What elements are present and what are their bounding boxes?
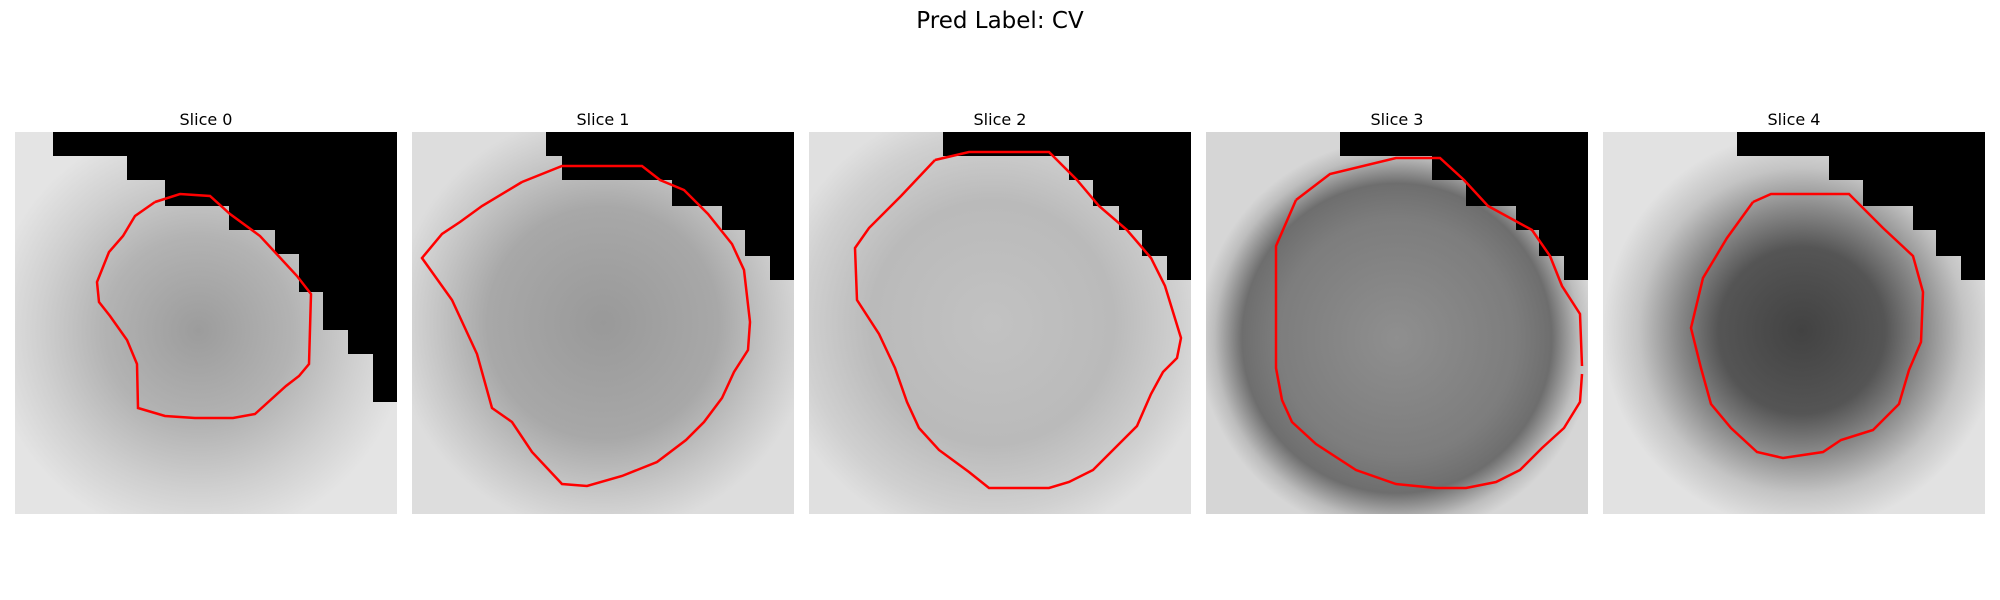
contour-line-3b (1274, 199, 1584, 490)
contour-line-3 (1295, 156, 1584, 367)
slice-image-2 (809, 132, 1191, 514)
slice-panel-2: Slice 2 (809, 108, 1191, 514)
slice-title-1: Slice 1 (576, 110, 630, 129)
slice-image-1 (412, 132, 794, 514)
slice-image-0 (15, 132, 397, 514)
slice-title-4: Slice 4 (1767, 110, 1821, 129)
mask-region-2 (943, 132, 1191, 280)
slice-panel-1: Slice 1 (412, 108, 794, 514)
slice-title-3: Slice 3 (1370, 110, 1424, 129)
contour-line-1 (420, 164, 752, 488)
mask-region-1 (546, 132, 794, 280)
mask-region-0 (53, 132, 397, 402)
contour-line-4 (1689, 192, 1925, 460)
slice-title-2: Slice 2 (973, 110, 1027, 129)
mask-region-4 (1737, 132, 1985, 280)
contour-line-0 (95, 192, 313, 420)
slice-image-4 (1603, 132, 1985, 514)
slice-title-0: Slice 0 (179, 110, 233, 129)
slice-panel-3: Slice 3 (1206, 108, 1588, 514)
slice-image-3 (1206, 132, 1588, 514)
slice-panel-4: Slice 4 (1603, 108, 1985, 514)
slice-panel-0: Slice 0 (15, 108, 397, 514)
mask-region-3 (1340, 132, 1588, 280)
figure-title: Pred Label: CV (916, 8, 1084, 34)
contour-line-2 (853, 150, 1183, 490)
